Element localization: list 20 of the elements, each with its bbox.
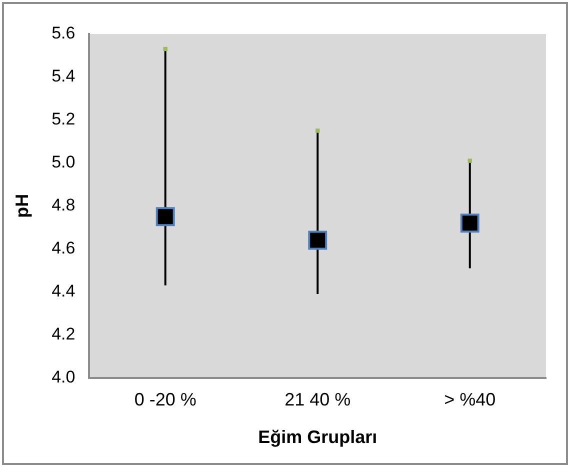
- y-tick-label: 4.2: [52, 324, 76, 344]
- y-tick-label: 4.0: [52, 367, 76, 386]
- point: [308, 230, 328, 250]
- y-tick-label: 5.4: [52, 66, 76, 86]
- y-tick-label: 5.0: [52, 152, 76, 172]
- point: [315, 128, 320, 133]
- y-tick-label: 4.8: [52, 196, 76, 215]
- point: [156, 207, 175, 226]
- y-tick-label: 4.6: [52, 238, 76, 258]
- x-tick-label: 0 -20 %: [134, 390, 196, 410]
- x-tick-label: 21 40 %: [284, 390, 351, 410]
- x-axis-title: Eğim Grupları: [258, 427, 378, 448]
- y-tick-label: 4.4: [52, 282, 76, 301]
- point: [468, 158, 472, 163]
- point: [163, 46, 168, 52]
- y-tick-label: 5.6: [52, 24, 76, 43]
- y-tick-label: 5.2: [52, 110, 76, 129]
- y-axis-title: pH: [12, 194, 32, 218]
- x-tick-label: > %40: [444, 390, 496, 410]
- point: [460, 214, 480, 233]
